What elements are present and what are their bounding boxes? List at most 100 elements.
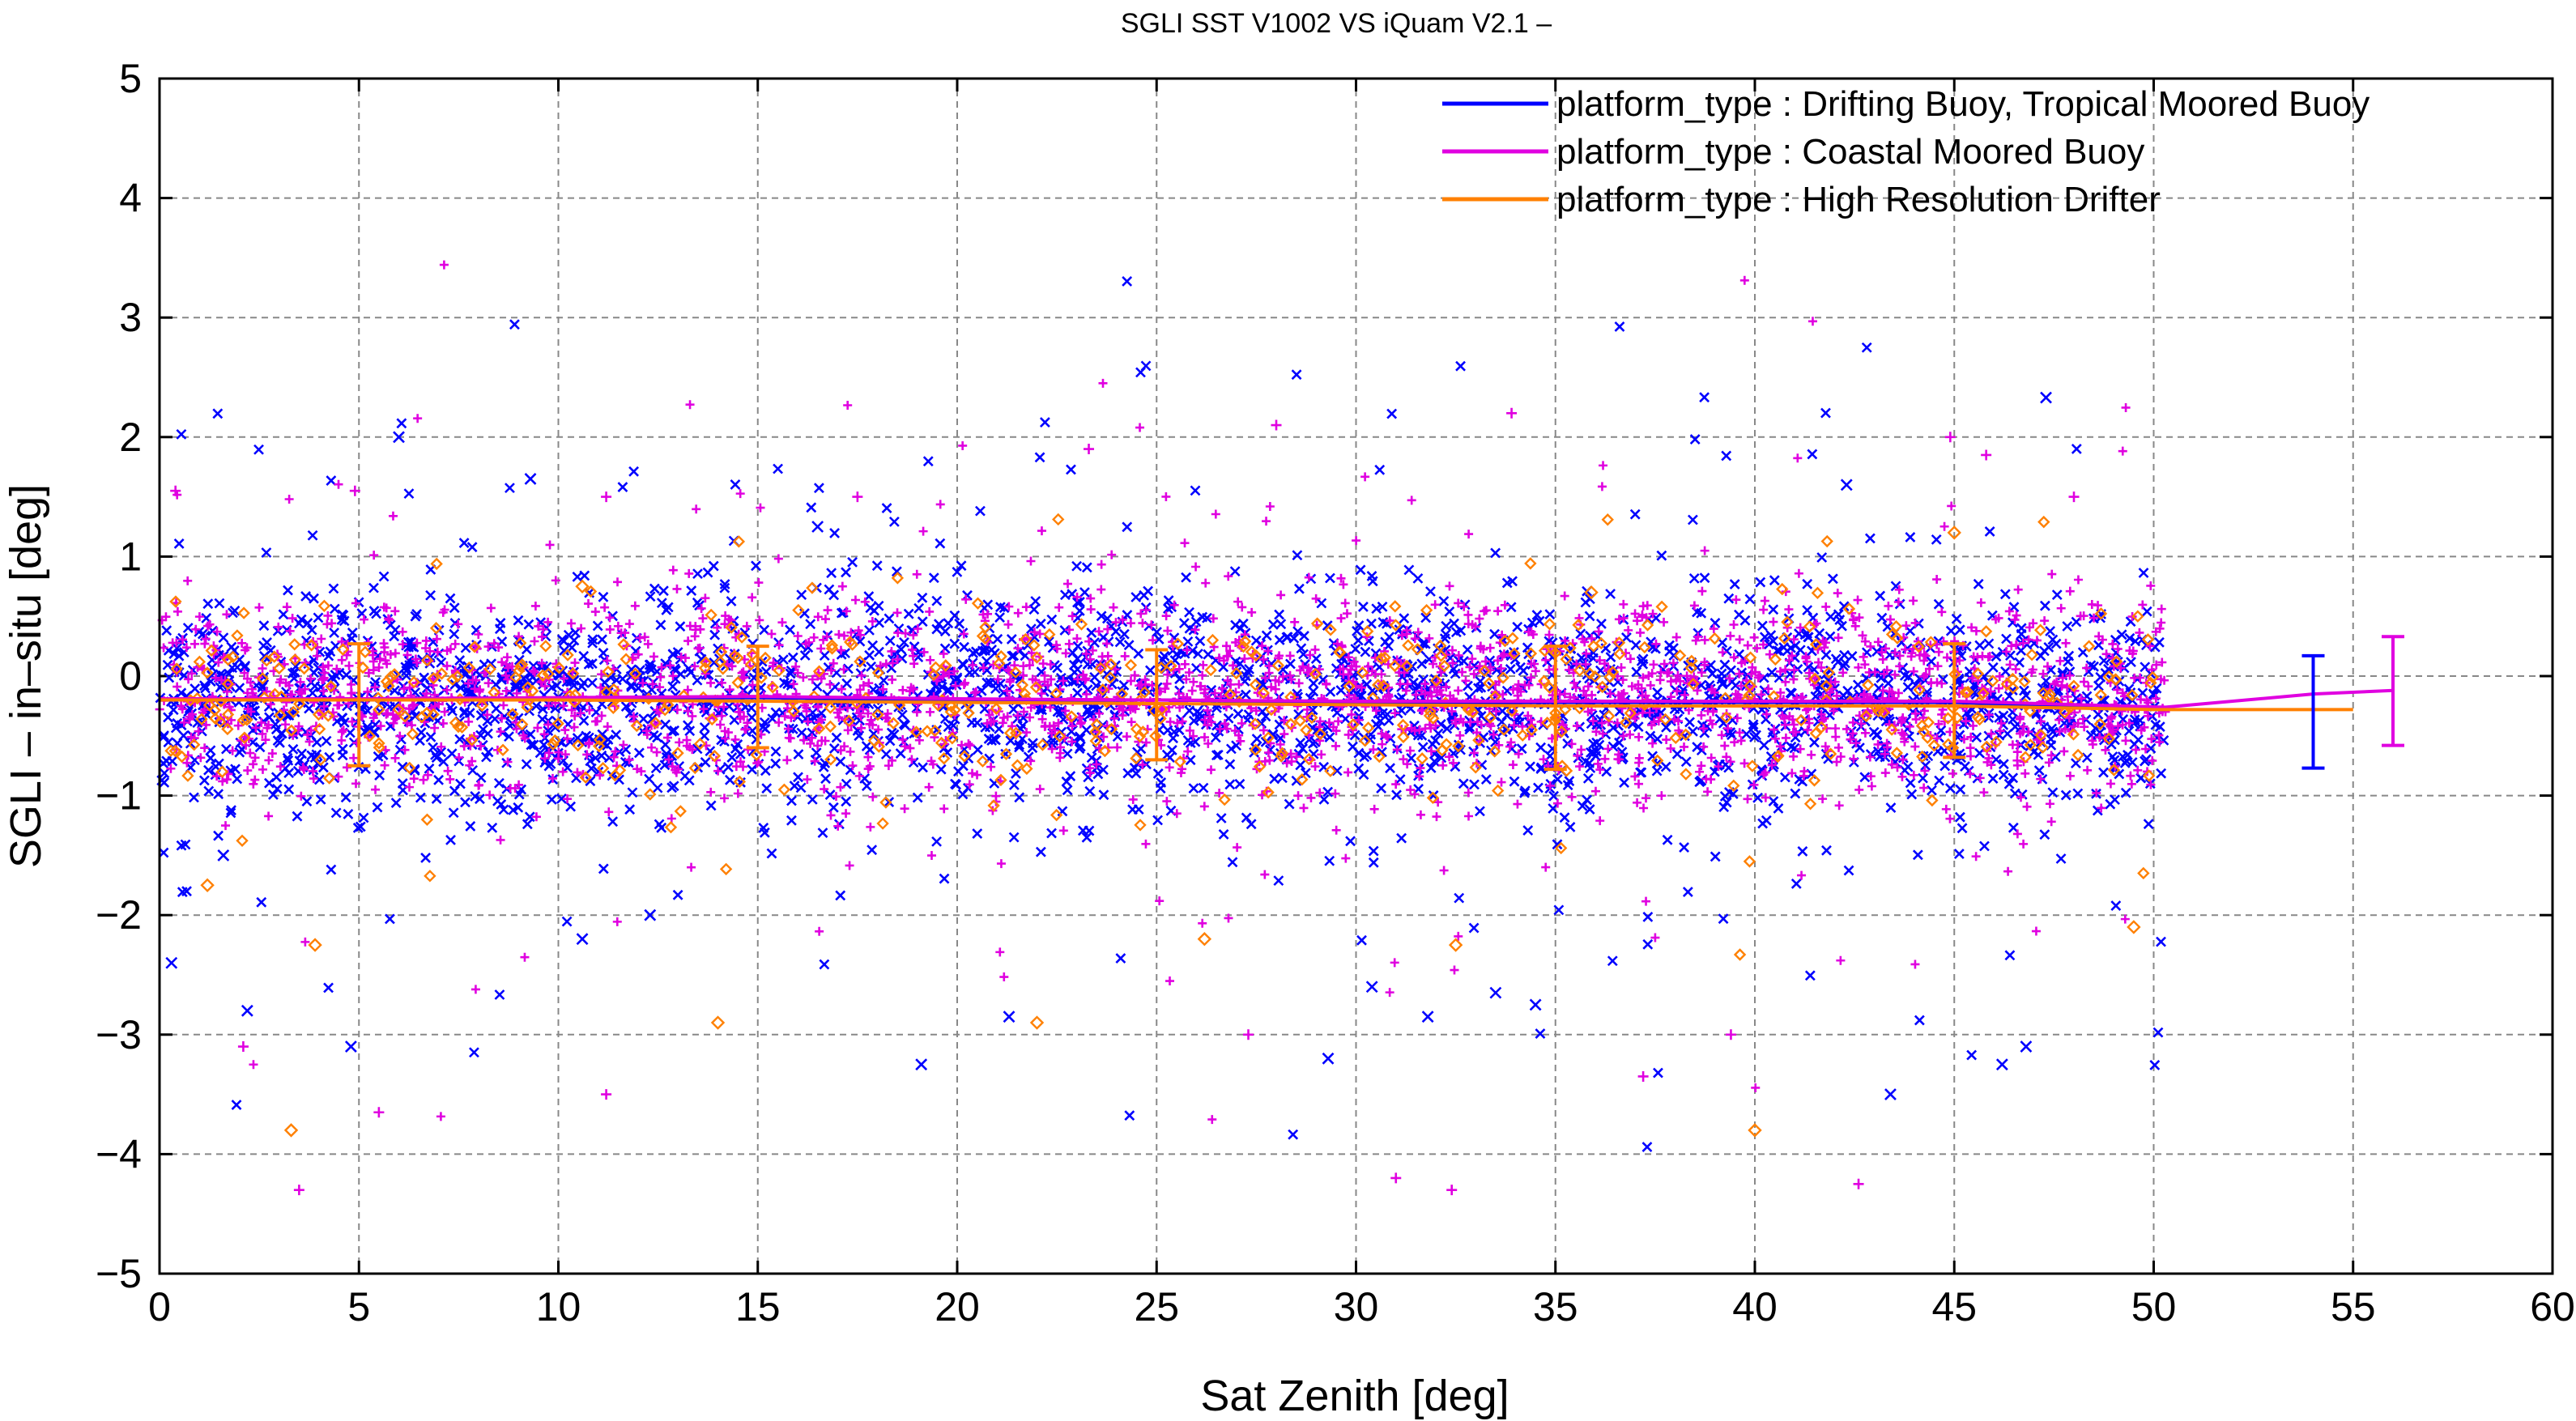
data-point-x [1322, 1052, 1335, 1065]
data-point-x [1202, 612, 1212, 623]
data-point-x [1156, 777, 1167, 788]
data-point-x [1245, 819, 1257, 830]
data-point-x [578, 650, 590, 662]
data-point-x [886, 662, 897, 674]
data-point-x [1779, 772, 1790, 783]
data-point-x [1178, 618, 1190, 629]
data-point-x [1103, 636, 1114, 647]
data-point-x [1192, 649, 1203, 659]
data-point-x [430, 749, 441, 760]
data-point-plus [1659, 659, 1669, 669]
data-point-x [1765, 630, 1777, 640]
x-tick-label: 35 [1533, 1284, 1578, 1330]
data-point-x [1353, 620, 1365, 631]
data-point-x [835, 890, 846, 901]
data-point-x [1584, 804, 1595, 815]
data-point-x [956, 560, 967, 572]
data-point-x [970, 646, 981, 657]
data-point-x [1729, 579, 1740, 589]
data-point-x [2098, 767, 2109, 778]
data-point-plus [380, 760, 390, 770]
data-point-x [922, 456, 934, 467]
data-point-x [1035, 846, 1046, 857]
data-point-x [2156, 768, 2167, 779]
data-point-x [1030, 596, 1041, 606]
data-point-x [1384, 632, 1395, 643]
data-point-x [1803, 662, 1814, 673]
data-point-x [458, 708, 470, 718]
data-point-x [565, 801, 577, 812]
data-point-x [611, 730, 622, 740]
data-point-plus [2108, 639, 2118, 649]
data-point-x [915, 1058, 928, 1071]
data-point-x [1934, 775, 1945, 786]
data-point-plus [719, 793, 729, 803]
data-point-x [1719, 791, 1731, 802]
data-point-x [1250, 635, 1262, 646]
data-point-x [1785, 687, 1796, 699]
data-point-x [1647, 715, 1658, 726]
data-point-plus [656, 672, 666, 682]
data-point-plus [2133, 765, 2143, 775]
data-point-x [1062, 785, 1073, 796]
data-point-x [275, 728, 287, 739]
data-point-x [2040, 391, 2052, 404]
data-point-x [1298, 649, 1309, 660]
data-point-x [864, 624, 875, 636]
data-point-x [1905, 777, 1916, 789]
data-point-x [1721, 645, 1732, 657]
data-point-x [1998, 759, 2009, 770]
data-point-x [964, 667, 975, 679]
data-point-x [1352, 626, 1362, 636]
data-point-plus [725, 685, 734, 695]
data-point-plus [1292, 752, 1301, 762]
data-point-x [344, 1040, 357, 1053]
data-point-x [1162, 725, 1173, 736]
data-point-x [1420, 612, 1432, 623]
data-point-x [2050, 751, 2061, 763]
data-point-x [1522, 825, 1534, 836]
data-point-x [1037, 704, 1048, 716]
data-point-x [1533, 782, 1543, 793]
data-point-x [1450, 627, 1462, 638]
data-point-x [628, 466, 640, 477]
data-point-x [799, 608, 810, 619]
data-point-x [1046, 827, 1057, 839]
data-point-x [378, 571, 390, 582]
data-point-x [888, 516, 900, 527]
data-point-x [1233, 708, 1244, 720]
data-point-x [1293, 583, 1305, 594]
data-point-x [470, 791, 481, 802]
data-point-plus [1013, 608, 1023, 618]
data-point-plus [1689, 601, 1699, 611]
data-point-x [1790, 788, 1801, 799]
data-point-x [644, 663, 655, 674]
data-point-x [895, 748, 906, 759]
data-point-x [972, 717, 983, 729]
data-point-x [563, 629, 574, 640]
data-point-x [1425, 586, 1436, 597]
data-point-x [256, 896, 267, 908]
data-point-plus [370, 683, 380, 692]
y-tick-label: −4 [96, 1131, 142, 1176]
data-point-x [896, 644, 907, 655]
data-point-x [189, 683, 201, 694]
data-point-plus [1098, 378, 1108, 388]
data-point-x [949, 638, 960, 649]
data-point-x [2008, 602, 2020, 613]
data-point-x [831, 732, 842, 743]
data-point-x [1505, 664, 1516, 674]
data-point-x [1580, 755, 1591, 767]
data-point-x [985, 677, 996, 688]
data-point-x [182, 623, 194, 633]
data-point-x [866, 661, 877, 672]
data-point-x [652, 782, 663, 793]
data-point-plus [369, 551, 379, 560]
data-point-x [632, 683, 644, 694]
data-point-plus [1850, 621, 1860, 631]
data-point-x [2033, 765, 2045, 776]
data-point-x [2050, 638, 2062, 649]
data-point-plus [1285, 651, 1295, 661]
data-point-x [2000, 666, 2011, 677]
x-tick-label: 60 [2530, 1284, 2575, 1330]
